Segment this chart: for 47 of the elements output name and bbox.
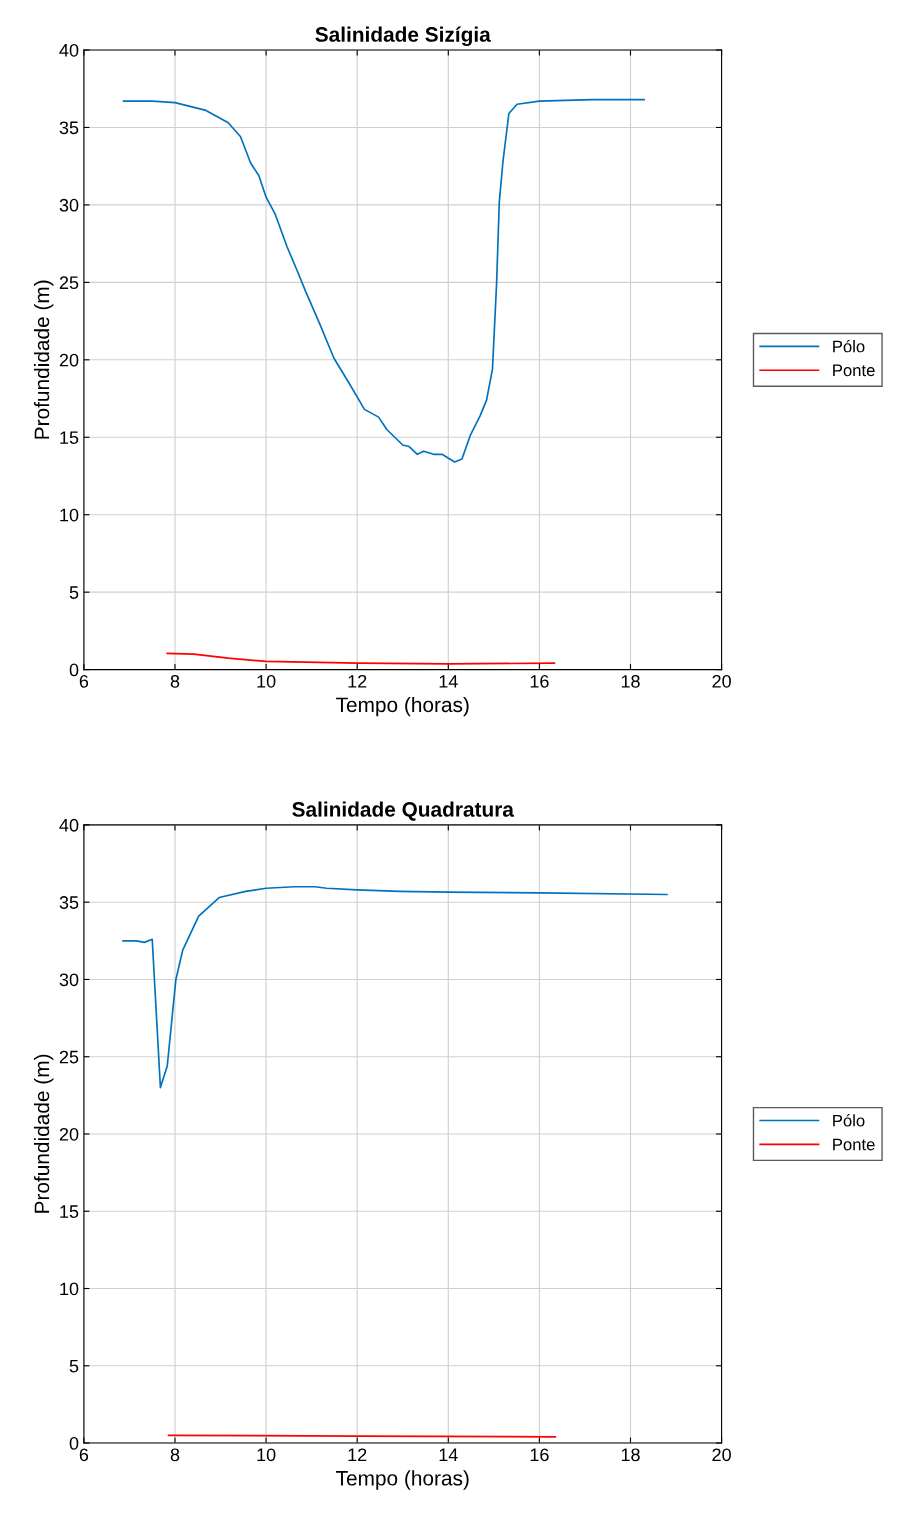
legend-label: Pólo: [833, 339, 865, 353]
y-tick-label: 5: [69, 586, 79, 599]
x-tick-label: 12: [348, 674, 367, 688]
legend-label: Pólo: [833, 1114, 865, 1127]
x-tick-label: 10: [257, 674, 276, 688]
chart-title: Salinidade Sizígia: [315, 26, 491, 47]
x-axis-title: Tempo (horas): [336, 696, 469, 717]
y-axis-title: Profundidade (m): [33, 1054, 54, 1213]
line-series: [166, 652, 556, 665]
y-tick-label: 10: [60, 508, 79, 522]
y-tick-label: 20: [59, 1127, 79, 1141]
y-tick-label: 30: [59, 973, 79, 987]
x-tick-label: 14: [439, 1448, 458, 1461]
x-tick-label: 18: [621, 1448, 640, 1462]
line-series: [122, 98, 645, 463]
x-tick-label: 18: [621, 674, 640, 688]
line-series: [122, 885, 668, 1089]
x-tick-label: 20: [712, 1448, 731, 1462]
x-tick-label: 16: [530, 1448, 549, 1462]
x-tick-label: 12: [348, 1448, 367, 1461]
y-tick-label: 30: [59, 198, 79, 212]
y-tick-label: 20: [59, 353, 79, 367]
y-tick-label: 35: [59, 121, 79, 135]
x-tick-label: 8: [170, 1448, 180, 1462]
x-tick-label: 6: [79, 674, 89, 688]
x-tick-label: 14: [439, 675, 458, 688]
y-tick-label: 15: [60, 431, 79, 444]
legend-label: Ponte: [833, 1138, 875, 1151]
y-tick-label: 40: [59, 818, 79, 832]
x-tick-label: 10: [257, 1448, 276, 1462]
y-tick-label: 5: [69, 1359, 79, 1373]
y-tick-label: 0: [69, 663, 79, 677]
x-tick-label: 8: [170, 674, 180, 688]
y-tick-label: 25: [59, 276, 79, 290]
y-tick-label: 40: [59, 43, 79, 57]
y-tick-label: 10: [60, 1282, 79, 1296]
y-tick-label: 0: [69, 1436, 79, 1450]
x-tick-label: 20: [712, 674, 731, 688]
x-axis-title: Tempo (horas): [336, 1470, 469, 1490]
y-tick-label: 15: [60, 1205, 79, 1218]
x-tick-label: 6: [79, 1448, 89, 1462]
legend-label: Ponte: [833, 364, 875, 377]
y-axis-title: Profundidade (m): [33, 280, 54, 439]
y-tick-label: 35: [59, 896, 79, 909]
y-tick-label: 25: [59, 1050, 79, 1064]
chart-title: Salinidade Quadratura: [292, 801, 515, 821]
x-tick-label: 16: [530, 674, 549, 688]
